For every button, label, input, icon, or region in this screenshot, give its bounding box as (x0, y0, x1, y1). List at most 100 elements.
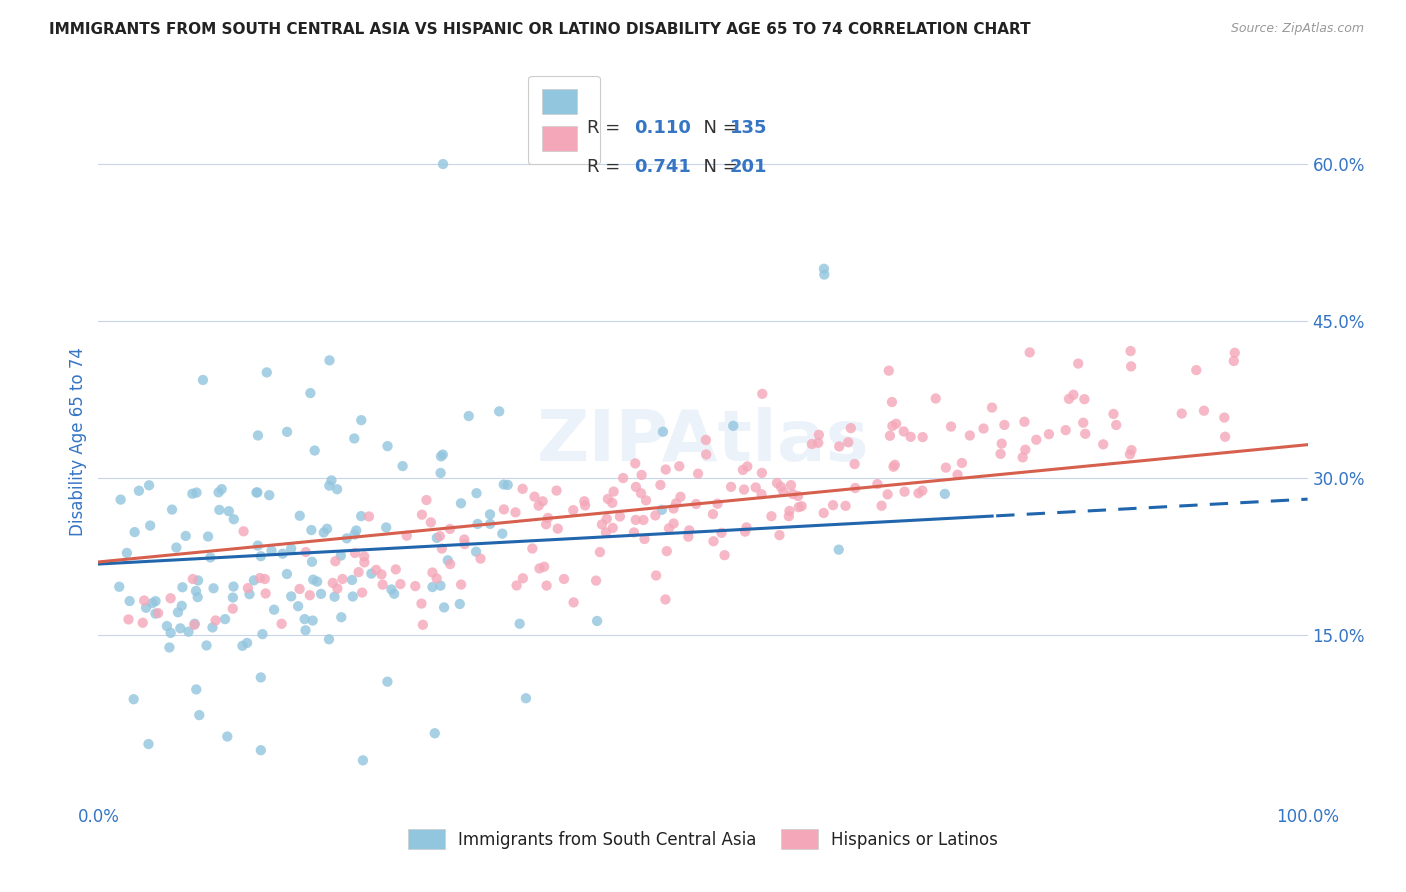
Point (325, 554, 347, 568)
Point (531, 494, 554, 508)
Point (347, 565, 370, 579)
Point (302, 573, 325, 587)
Point (298, 588, 321, 602)
Point (412, 617, 434, 632)
Point (422, 566, 444, 580)
Point (329, 549, 352, 563)
Point (706, 497, 728, 511)
Text: Source: ZipAtlas.com: Source: ZipAtlas.com (1230, 22, 1364, 36)
Point (208, 503, 231, 517)
Point (250, 743, 273, 757)
Point (751, 487, 773, 501)
Point (1025, 433, 1047, 447)
Text: N =: N = (692, 158, 744, 176)
Point (249, 571, 271, 585)
Point (807, 435, 830, 450)
Point (769, 480, 792, 494)
Point (429, 579, 451, 593)
Point (353, 549, 375, 564)
Point (318, 478, 340, 492)
Point (450, 577, 472, 591)
Point (533, 559, 555, 574)
Point (537, 511, 560, 525)
Point (118, 594, 141, 608)
Point (370, 567, 392, 582)
Point (138, 737, 160, 751)
Point (678, 524, 700, 538)
Point (139, 518, 162, 533)
Point (132, 615, 155, 630)
Point (491, 526, 513, 541)
Point (596, 512, 619, 526)
Point (1170, 407, 1192, 421)
Point (141, 596, 163, 610)
Point (882, 459, 904, 474)
Point (436, 553, 458, 567)
Point (900, 430, 922, 444)
Point (1071, 416, 1094, 430)
Point (352, 585, 374, 599)
Point (893, 484, 915, 499)
Point (343, 546, 366, 560)
Point (197, 529, 219, 543)
Point (344, 524, 367, 538)
Point (735, 520, 758, 534)
Point (316, 522, 339, 536)
Point (813, 268, 835, 282)
Point (821, 498, 844, 512)
Point (145, 594, 167, 608)
Point (453, 533, 475, 547)
Point (600, 496, 623, 510)
Point (1121, 443, 1143, 458)
Point (249, 670, 271, 684)
Point (585, 574, 607, 588)
Point (156, 619, 179, 633)
Point (529, 561, 551, 575)
Point (453, 537, 475, 551)
Point (505, 578, 527, 592)
Point (828, 542, 851, 557)
Point (170, 599, 193, 613)
Point (1223, 354, 1246, 368)
Point (382, 587, 405, 601)
Point (222, 580, 245, 594)
Point (295, 545, 318, 559)
Point (669, 490, 692, 504)
Point (870, 499, 893, 513)
Point (1119, 344, 1142, 359)
Point (371, 577, 394, 591)
Point (204, 614, 226, 628)
Point (430, 450, 453, 464)
Point (1102, 407, 1125, 421)
Point (318, 632, 340, 647)
Point (1067, 357, 1090, 371)
Point (686, 467, 709, 481)
Point (138, 478, 160, 492)
Point (787, 500, 810, 515)
Legend: Immigrants from South Central Asia, Hispanics or Latinos: Immigrants from South Central Asia, Hisp… (401, 822, 1005, 856)
Point (602, 521, 624, 535)
Point (423, 726, 446, 740)
Point (1105, 417, 1128, 432)
Point (1119, 359, 1142, 374)
Point (110, 492, 132, 507)
Text: IMMIGRANTS FROM SOUTH CENTRAL ASIA VS HISPANIC OR LATINO DISABILITY AGE 65 TO 74: IMMIGRANTS FROM SOUTH CENTRAL ASIA VS HI… (49, 22, 1031, 37)
Point (733, 483, 755, 497)
Point (602, 484, 624, 499)
Point (787, 489, 810, 503)
Point (350, 413, 373, 427)
Point (146, 606, 169, 620)
Point (169, 621, 191, 635)
Point (159, 625, 181, 640)
Point (744, 481, 766, 495)
Point (624, 480, 647, 494)
Point (449, 597, 471, 611)
Point (256, 366, 278, 380)
Point (574, 499, 596, 513)
Point (695, 433, 717, 447)
Point (761, 509, 783, 524)
Point (172, 580, 194, 594)
Point (893, 425, 915, 439)
Point (330, 610, 353, 624)
Point (186, 682, 208, 697)
